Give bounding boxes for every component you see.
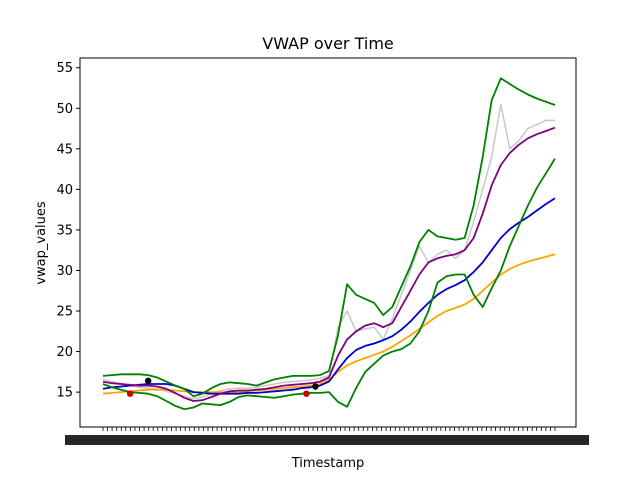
event-marker-2 [145,377,152,384]
series-line-4 [102,126,556,402]
event-marker-4 [312,383,319,390]
y-tick-label: 20 [56,345,73,360]
event-marker-3 [303,390,310,397]
y-axis-ticks: 15 20 25 30 35 40 45 50 55 [56,61,80,401]
plot-frame [79,57,577,428]
chart-title: VWAP over Time [262,34,394,53]
series-layer [102,77,556,411]
series-line-6 [102,158,556,411]
y-tick-label: 50 [56,102,73,117]
series-line-5 [102,77,556,398]
x-tick-labels-overlap [65,435,589,445]
marker-layer [126,377,319,397]
y-tick-label: 40 [56,183,73,198]
y-tick-label: 30 [56,264,73,279]
x-axis-label: Timestamp [291,456,365,471]
series-line-2 [102,253,556,395]
y-tick-label: 25 [56,305,73,320]
y-tick-label: 55 [56,61,73,76]
event-marker-1 [126,390,134,397]
plot-area [80,58,576,427]
x-axis-ticks [65,427,589,445]
y-axis-label: vwap_values [34,201,49,285]
y-tick-label: 45 [56,142,73,157]
y-tick-label: 15 [56,386,73,401]
y-tick-label: 35 [56,223,73,238]
